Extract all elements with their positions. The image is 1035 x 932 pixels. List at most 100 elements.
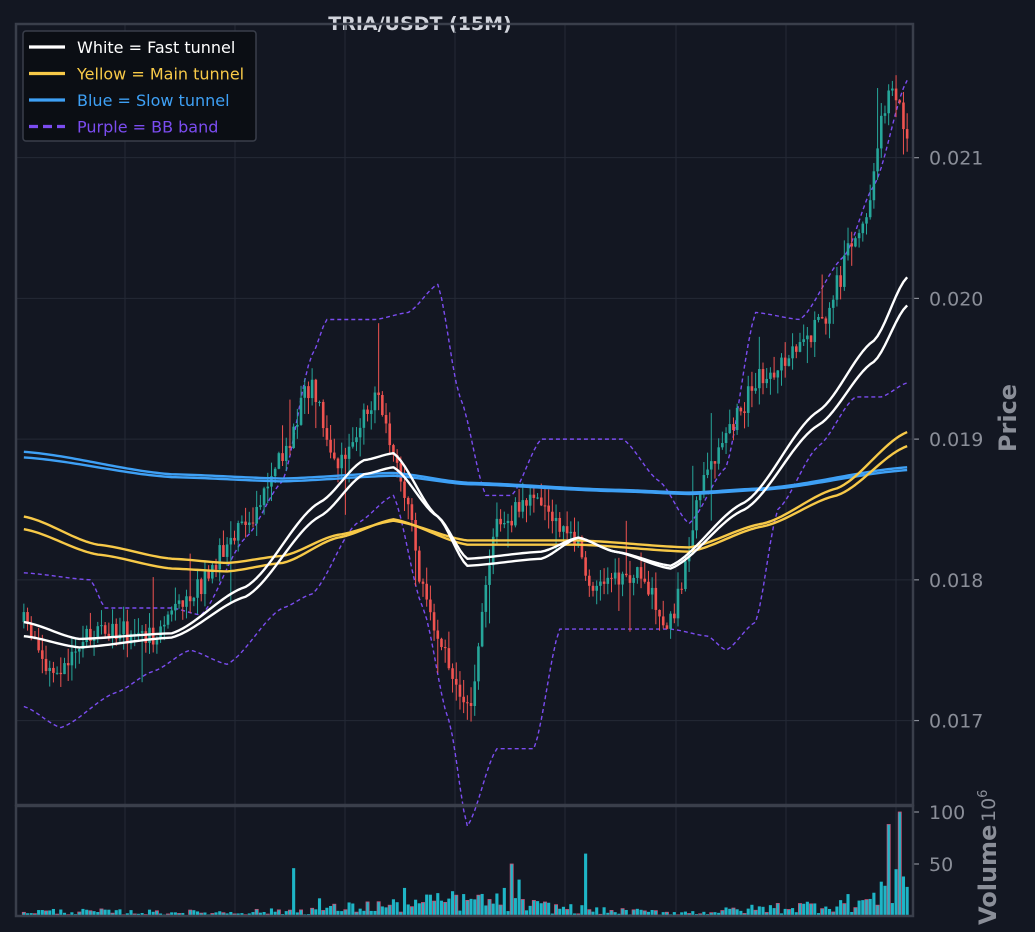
volume-bar xyxy=(351,903,355,916)
candle-body xyxy=(37,638,40,651)
candle-body xyxy=(491,536,495,566)
volume-bar xyxy=(868,898,872,916)
volume-bar xyxy=(85,909,89,916)
candle-body xyxy=(41,650,44,659)
volume-bar xyxy=(897,811,902,917)
candle-body xyxy=(432,612,436,631)
candle-body xyxy=(905,129,909,139)
volume-bar xyxy=(273,911,277,916)
volume-bar xyxy=(417,903,421,916)
volume-bar xyxy=(824,906,828,916)
candle-body xyxy=(473,681,477,707)
volume-bar xyxy=(409,906,414,917)
candle-body xyxy=(85,628,88,643)
volume-bar xyxy=(473,899,477,916)
volume-bar xyxy=(875,904,880,917)
candle-body xyxy=(162,624,166,627)
candle-body xyxy=(188,596,192,602)
candle-body xyxy=(902,102,905,130)
candle-body xyxy=(273,468,277,477)
volume-bar xyxy=(584,853,588,916)
candle-body xyxy=(225,544,229,557)
bb-upper-band xyxy=(23,79,908,616)
candle-body xyxy=(713,461,717,464)
candle-body xyxy=(676,588,680,619)
candle-body xyxy=(602,581,606,584)
volume-bar xyxy=(284,911,288,916)
candle-body xyxy=(658,609,661,617)
legend-entry-label: Purple = BB band xyxy=(77,118,218,137)
candle-body xyxy=(706,469,709,476)
candle-body xyxy=(26,612,29,624)
volume-bar xyxy=(118,909,122,916)
volume-bar xyxy=(347,902,351,916)
candle-body xyxy=(728,424,732,434)
candle-body xyxy=(406,497,410,505)
candle-body xyxy=(528,494,532,506)
volume-bar xyxy=(635,908,639,916)
volume-bar xyxy=(476,894,481,917)
volume-bar xyxy=(29,913,33,916)
candle-body xyxy=(347,446,351,459)
volume-tick-label: 50 xyxy=(929,854,953,876)
candle-body xyxy=(809,335,813,343)
volume-bar xyxy=(502,887,506,916)
candle-body xyxy=(137,632,140,634)
volume-bar xyxy=(159,913,163,916)
volume-bar xyxy=(340,911,344,916)
candle-body xyxy=(865,217,868,224)
volume-bar xyxy=(528,905,532,916)
volume-bar xyxy=(846,894,850,916)
candle-body xyxy=(854,238,857,247)
candle-body xyxy=(89,628,92,641)
candle-body xyxy=(284,445,288,461)
candle-body xyxy=(392,445,395,455)
volume-bar xyxy=(813,903,817,916)
volume-bar xyxy=(314,909,318,916)
candle-body xyxy=(543,505,547,507)
volume-bar xyxy=(192,910,196,916)
volume-bar xyxy=(480,893,484,916)
candle-body xyxy=(569,531,573,534)
candle-body xyxy=(828,307,831,324)
candle-body xyxy=(44,658,48,672)
volume-bar xyxy=(783,908,787,916)
candle-body xyxy=(547,505,550,512)
volume-bar xyxy=(329,906,333,916)
candle-body xyxy=(665,625,669,629)
candle-body xyxy=(259,505,262,507)
volume-bar xyxy=(218,911,222,916)
candle-body xyxy=(344,454,347,459)
volume-bar xyxy=(650,910,654,916)
candle-body xyxy=(358,427,362,438)
slow-tunnel-line xyxy=(23,456,908,496)
candle-body xyxy=(647,581,650,595)
volume-bar xyxy=(103,909,107,916)
candle-body xyxy=(750,386,754,391)
candle-body xyxy=(839,275,842,287)
candle-body xyxy=(321,401,325,429)
volume-bar xyxy=(491,903,495,916)
volume-bar xyxy=(606,912,610,916)
candle-body xyxy=(787,358,791,366)
candle-body xyxy=(876,148,879,172)
volume-bar xyxy=(850,911,854,916)
candle-body xyxy=(536,497,539,499)
candle-body xyxy=(517,502,521,512)
candle-body xyxy=(244,521,247,525)
candle-body xyxy=(798,342,802,352)
volume-bar xyxy=(717,912,721,916)
volume-bar xyxy=(728,908,732,916)
candle-body xyxy=(281,453,284,461)
candle-body xyxy=(539,497,543,506)
volume-bar xyxy=(680,912,684,916)
candle-body xyxy=(872,171,876,201)
volume-bar xyxy=(554,904,559,917)
volume-bar xyxy=(879,881,883,916)
volume-bar xyxy=(886,824,891,917)
volume-bar xyxy=(543,901,547,917)
candle-body xyxy=(883,113,887,116)
candle-body xyxy=(292,426,295,448)
candle-body xyxy=(362,409,366,428)
candle-body xyxy=(846,243,850,256)
